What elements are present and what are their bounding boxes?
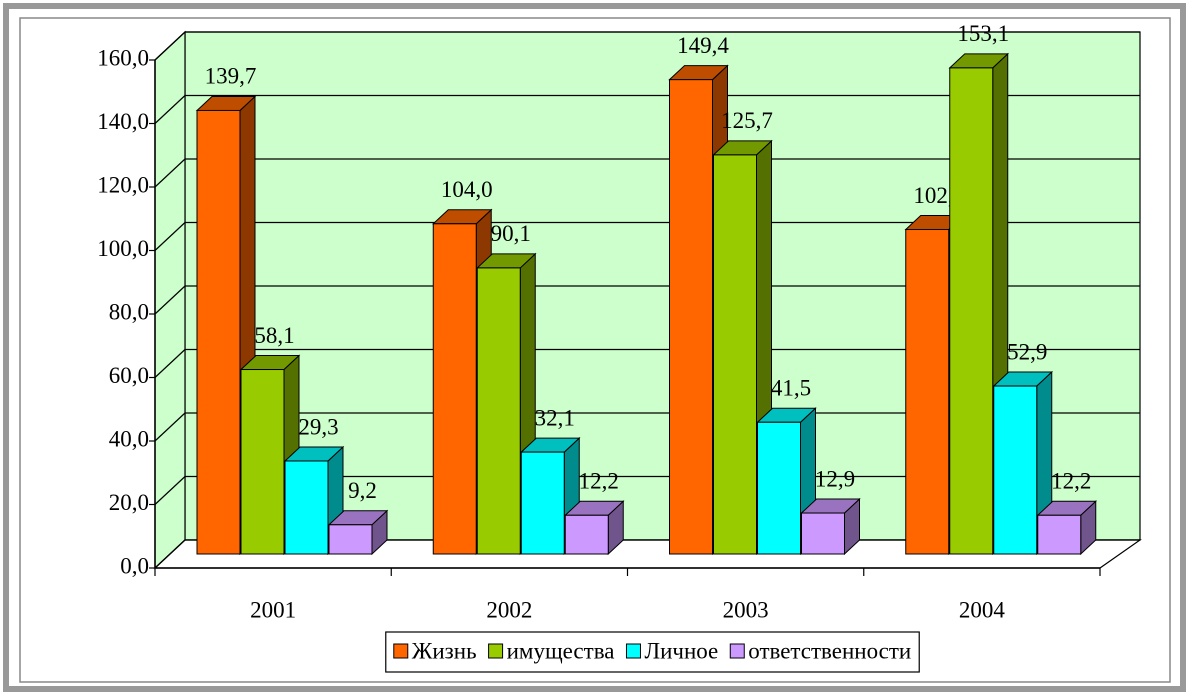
legend-swatch	[393, 643, 409, 659]
bar	[284, 460, 329, 555]
bar	[949, 67, 994, 555]
value-label: 12,9	[815, 466, 855, 491]
legend-label: имущества	[507, 638, 615, 663]
value-label: 12,2	[579, 469, 619, 494]
bar	[757, 421, 801, 555]
y-tick-label: 80,0	[109, 299, 149, 324]
bar	[432, 223, 477, 555]
bar	[520, 451, 565, 555]
y-tick-label: 160,0	[97, 45, 149, 70]
grid-line	[154, 476, 186, 505]
y-tick-label: 40,0	[109, 426, 149, 451]
value-label: 149,4	[677, 33, 729, 58]
bar	[476, 267, 521, 555]
y-tick-label: 120,0	[97, 172, 149, 197]
value-label: 9,2	[348, 478, 377, 503]
value-label: 12,2	[1051, 469, 1091, 494]
value-label: 90,1	[491, 221, 531, 246]
bar	[564, 514, 609, 555]
value-label: 153,1	[957, 21, 1009, 46]
value-label: 52,9	[1007, 339, 1047, 364]
y-tick-label: 140,0	[97, 109, 149, 134]
value-label: 125,7	[721, 108, 773, 133]
x-tick-label: 2004	[959, 597, 1006, 622]
grid-line	[154, 349, 186, 378]
legend: Жизнь имущества Личное ответственности	[385, 631, 920, 673]
y-tick-label: 20,0	[109, 490, 149, 515]
value-label: 104,0	[441, 177, 493, 202]
bar	[1037, 514, 1082, 555]
grid-line	[154, 222, 186, 251]
grid-line	[154, 31, 186, 61]
grid-line	[154, 285, 186, 315]
bar	[713, 154, 757, 555]
y-tick-label: 0,0	[120, 553, 149, 578]
x-tick-label: 2003	[723, 597, 769, 622]
bar	[905, 229, 950, 555]
x-tick-label: 2002	[486, 597, 532, 622]
value-label: 139,7	[205, 64, 257, 89]
y-tick-label: 60,0	[109, 363, 149, 388]
legend-box	[385, 631, 920, 673]
bar	[196, 109, 241, 555]
bar	[328, 524, 373, 555]
x-tick-label: 2001	[250, 597, 296, 622]
value-label: 29,3	[298, 414, 338, 439]
legend-swatch	[488, 643, 504, 659]
grid-line	[154, 95, 186, 124]
bar	[993, 385, 1038, 555]
y-tick-label: 100,0	[97, 236, 149, 261]
grid-line	[154, 158, 186, 188]
legend-swatch	[729, 643, 745, 659]
bar	[669, 79, 713, 555]
grid-line	[154, 539, 186, 569]
value-label: 41,5	[771, 376, 811, 401]
bar	[240, 369, 285, 555]
bar	[801, 512, 845, 555]
legend-swatch	[625, 643, 641, 659]
legend-label: Личное	[644, 638, 718, 663]
value-label: 32,1	[535, 405, 575, 430]
grid-line	[154, 412, 186, 442]
value-label: 58,1	[254, 323, 294, 348]
legend-label: ответственности	[748, 638, 911, 663]
legend-label: Жизнь	[412, 638, 477, 663]
